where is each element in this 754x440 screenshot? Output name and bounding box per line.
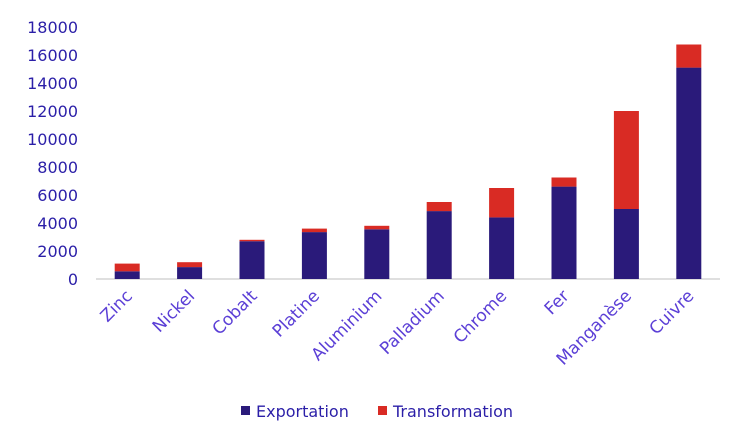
bar-transformation-palladium	[426, 202, 452, 212]
bar-transformation-aluminium	[364, 225, 390, 230]
x-category-label: Platine	[269, 286, 324, 341]
bar-transformation-cobalt	[239, 239, 265, 242]
y-tick-label: 8000	[37, 158, 78, 177]
x-category-label: Cuivre	[646, 286, 699, 339]
bar-transformation-manganèse	[613, 111, 639, 209]
x-category-label: Zinc	[97, 286, 137, 326]
bar-exportation-palladium	[426, 211, 452, 279]
x-axis-category-labels: Zinc Nickel Cobalt PlatineAluminiumPalladiu…	[97, 286, 699, 369]
y-tick-label: 6000	[37, 186, 78, 205]
bar-exportation-aluminium	[364, 229, 390, 279]
bar-transformation-zinc	[114, 263, 140, 272]
legend-label-transformation: Transformation	[392, 402, 513, 421]
bar-transformation-chrome	[489, 188, 515, 218]
y-tick-label: 18000	[27, 18, 78, 37]
bar-transformation-platine	[301, 228, 327, 233]
bar-exportation-cuivre	[676, 67, 702, 279]
x-category-label: Fer	[541, 286, 574, 319]
y-tick-label: 12000	[27, 102, 78, 121]
bar-exportation-manganèse	[613, 209, 639, 279]
bars	[114, 44, 702, 279]
legend-label-exportation: Exportation	[256, 402, 349, 421]
bar-exportation-zinc	[114, 271, 140, 279]
y-tick-label: 16000	[27, 46, 78, 65]
y-tick-label: 10000	[27, 130, 78, 149]
legend-swatch-exportation	[241, 406, 250, 415]
bar-exportation-cobalt	[239, 241, 265, 279]
bar-exportation-nickel	[177, 267, 203, 279]
legend-swatch-transformation	[378, 406, 387, 415]
bar-exportation-platine	[301, 232, 327, 279]
bar-transformation-cuivre	[676, 44, 702, 68]
x-category-label: Palladium	[376, 286, 449, 359]
y-axis-ticks: 0 2000 4000 6000 8000 10000 12000 14000 16000 180…	[27, 18, 78, 289]
y-tick-label: 14000	[27, 74, 78, 93]
legend: Exportation Transformation	[241, 402, 513, 421]
bar-transformation-nickel	[177, 262, 203, 268]
y-tick-label: 2000	[37, 242, 78, 261]
bar-exportation-fer	[551, 186, 577, 279]
bar-exportation-chrome	[489, 217, 515, 279]
x-category-label: Cobalt	[209, 286, 262, 339]
y-tick-label: 0	[68, 270, 78, 289]
y-tick-label: 4000	[37, 214, 78, 233]
x-category-label: Nickel	[149, 286, 199, 336]
x-category-label: Chrome	[450, 286, 511, 347]
bar-transformation-fer	[551, 177, 577, 187]
